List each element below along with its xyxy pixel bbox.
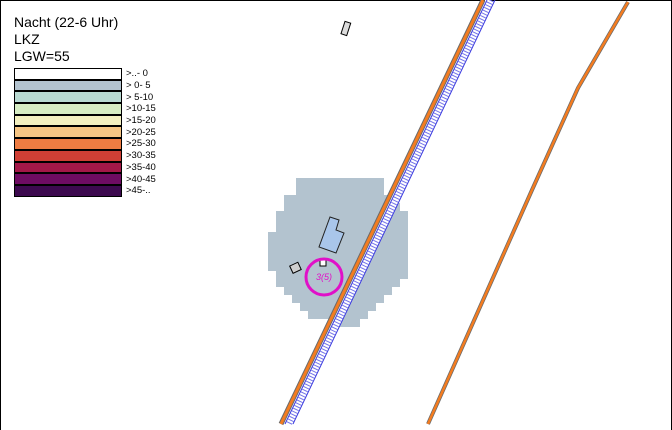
legend-swatch xyxy=(14,103,122,115)
road-main xyxy=(278,0,486,426)
receiver-marker xyxy=(304,257,344,297)
legend-swatch xyxy=(14,173,122,185)
legend-label: >25-30 xyxy=(126,138,156,150)
legend-item: >15-20 xyxy=(14,114,156,127)
legend-label: >15-20 xyxy=(126,115,156,127)
legend-item: >35-40 xyxy=(14,161,156,174)
receiver-label: 3(5) xyxy=(316,272,332,282)
noise-area-0-5 xyxy=(268,178,408,327)
road-east xyxy=(426,0,630,425)
legend-label: >45-.. xyxy=(126,185,151,197)
legend-title-period: Nacht (22-6 Uhr) xyxy=(14,14,119,30)
legend-title-type: LKZ xyxy=(14,31,40,47)
legend-item: > 0- 5 xyxy=(14,79,156,92)
legend-swatch xyxy=(14,184,122,197)
legend-label: > 0- 5 xyxy=(126,80,151,92)
legend-item: >25-30 xyxy=(14,138,156,150)
legend-item: >40-45 xyxy=(14,173,156,185)
legend: Nacht (22-6 Uhr) LKZ LGW=55 >..- 0 > 0- 5… xyxy=(14,14,156,197)
legend-swatch xyxy=(14,126,122,139)
building-near-receiver xyxy=(319,259,327,267)
legend-item: >20-25 xyxy=(14,126,156,139)
railway-track xyxy=(283,0,496,426)
legend-label: >20-25 xyxy=(126,126,156,138)
legend-item: > 5-10 xyxy=(14,91,156,104)
legend-item: >30-35 xyxy=(14,149,156,162)
legend-swatch xyxy=(14,138,122,150)
legend-item: >..- 0 xyxy=(14,68,156,80)
legend-label: >35-40 xyxy=(126,161,156,173)
legend-classes: >..- 0 > 0- 5 > 5-10 >10-15 >15-20 >20-25 >25-… xyxy=(14,68,156,197)
legend-item: >45-.. xyxy=(14,184,156,197)
legend-title-lgw: LGW=55 xyxy=(14,48,70,64)
legend-label: >..- 0 xyxy=(126,68,148,80)
legend-swatch xyxy=(14,161,122,174)
building-top xyxy=(340,20,352,37)
legend-label: >30-35 xyxy=(126,150,156,162)
legend-swatch xyxy=(14,149,122,162)
receiver-building xyxy=(318,216,345,254)
legend-swatch xyxy=(14,68,122,80)
legend-label: >40-45 xyxy=(126,173,156,185)
legend-swatch xyxy=(14,114,122,127)
legend-swatch xyxy=(14,79,122,92)
legend-swatch xyxy=(14,91,122,104)
legend-item: >10-15 xyxy=(14,103,156,115)
legend-label: > 5-10 xyxy=(126,91,154,103)
building-small xyxy=(289,261,302,274)
legend-label: >10-15 xyxy=(126,103,156,115)
